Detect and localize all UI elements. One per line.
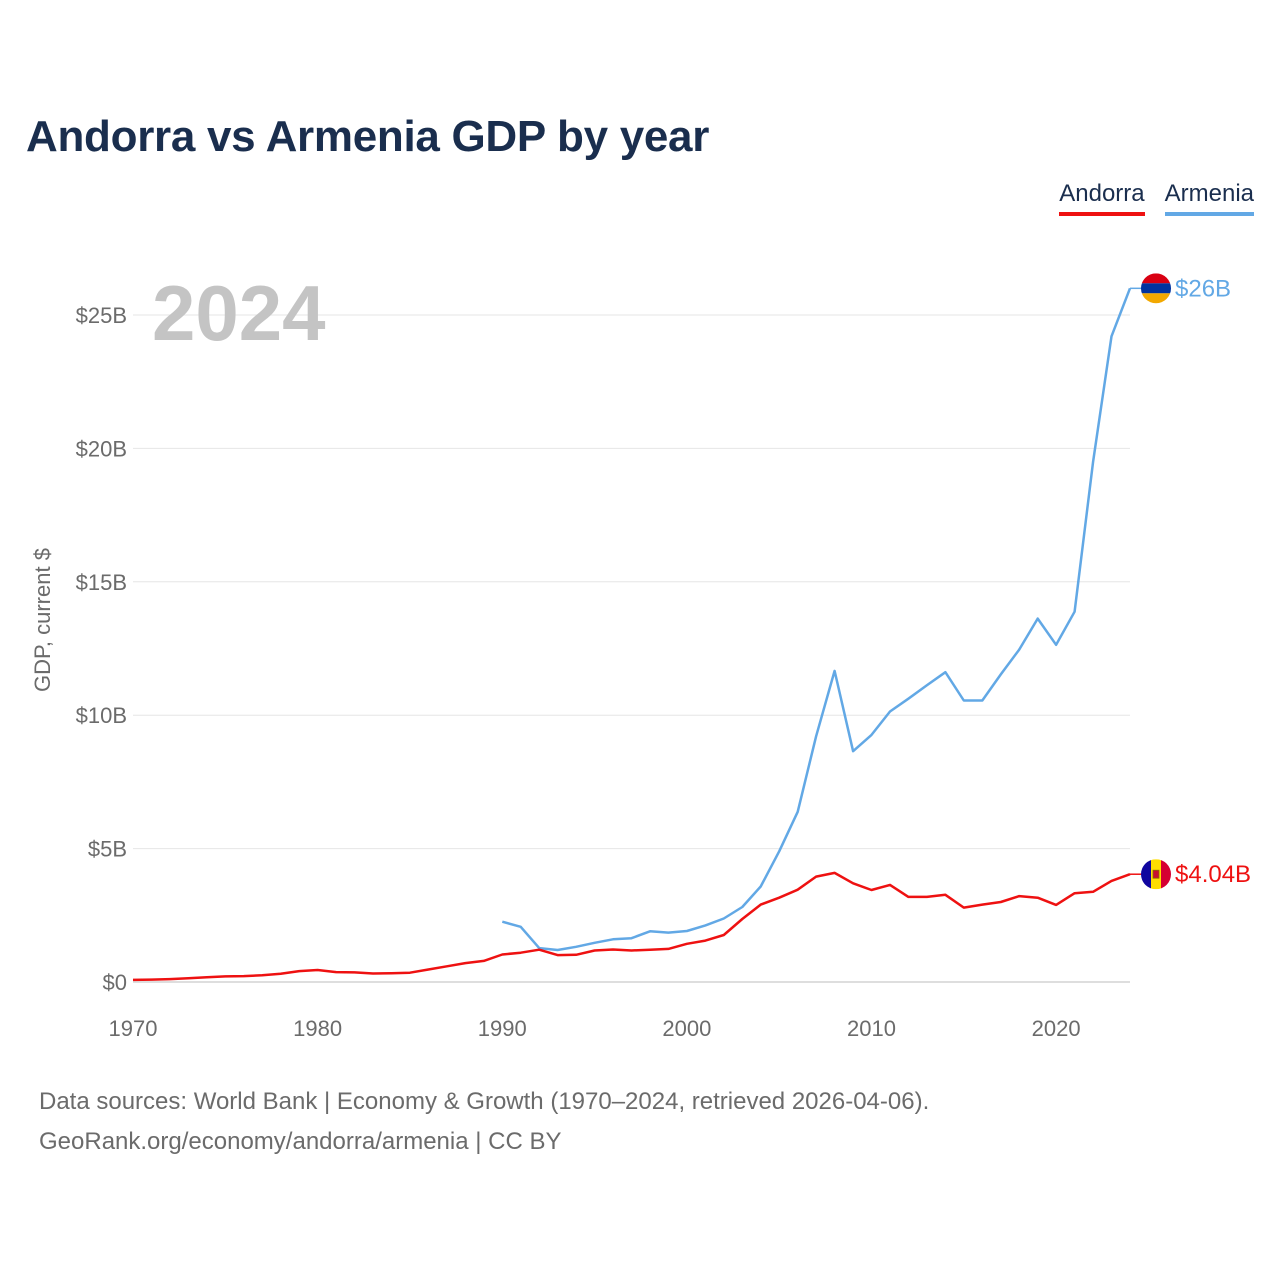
flag-andorra-icon — [1141, 859, 1171, 890]
legend: Andorra Armenia — [1059, 180, 1254, 216]
y-tick-label: $5B — [88, 837, 127, 862]
y-tick-label: $15B — [76, 570, 127, 595]
y-axis-label: GDP, current $ — [30, 548, 55, 692]
series-line-andorra — [132, 871, 1131, 982]
x-tick-label: 1980 — [293, 1016, 342, 1041]
y-tick-label: $20B — [76, 436, 127, 461]
y-tick-label: $0 — [103, 970, 127, 995]
y-tick-label: $10B — [76, 703, 127, 728]
y-axis-ticks: $0 $5B $10B $15B $20B $25B — [76, 303, 127, 995]
chart-title: Andorra vs Armenia GDP by year — [26, 112, 710, 161]
source-line-1: Data sources: World Bank | Economy & Gro… — [39, 1088, 930, 1115]
x-axis-ticks: 1970 1980 1990 2000 2010 2020 — [109, 1016, 1081, 1041]
legend-item-armenia[interactable]: Armenia — [1164, 180, 1254, 216]
end-label-andorra: $4.04B — [1175, 861, 1251, 888]
end-label-armenia: $26B — [1175, 275, 1231, 302]
x-tick-label: 1990 — [478, 1016, 527, 1041]
source-note: Data sources: World Bank | Economy & Gro… — [39, 1082, 929, 1162]
legend-item-andorra[interactable]: Andorra — [1059, 180, 1145, 216]
x-tick-label: 2020 — [1032, 1016, 1081, 1041]
x-tick-label: 2000 — [662, 1016, 711, 1041]
grid-lines — [133, 314, 1130, 983]
source-line-2: GeoRank.org/economy/andorra/armenia | CC… — [39, 1128, 562, 1155]
x-tick-label: 1970 — [109, 1016, 158, 1041]
series-line-armenia — [501, 287, 1132, 952]
line-chart: $0 $5B $10B $15B $20B $25B 1970 1980 1990 2000 20… — [30, 269, 1251, 1041]
series-lines — [132, 287, 1132, 982]
year-watermark: 2024 — [152, 269, 326, 357]
x-tick-label: 2010 — [847, 1016, 896, 1041]
end-markers: $26B $4.04B — [1130, 273, 1251, 890]
y-tick-label: $25B — [76, 303, 127, 328]
flag-armenia-icon — [1141, 273, 1171, 304]
